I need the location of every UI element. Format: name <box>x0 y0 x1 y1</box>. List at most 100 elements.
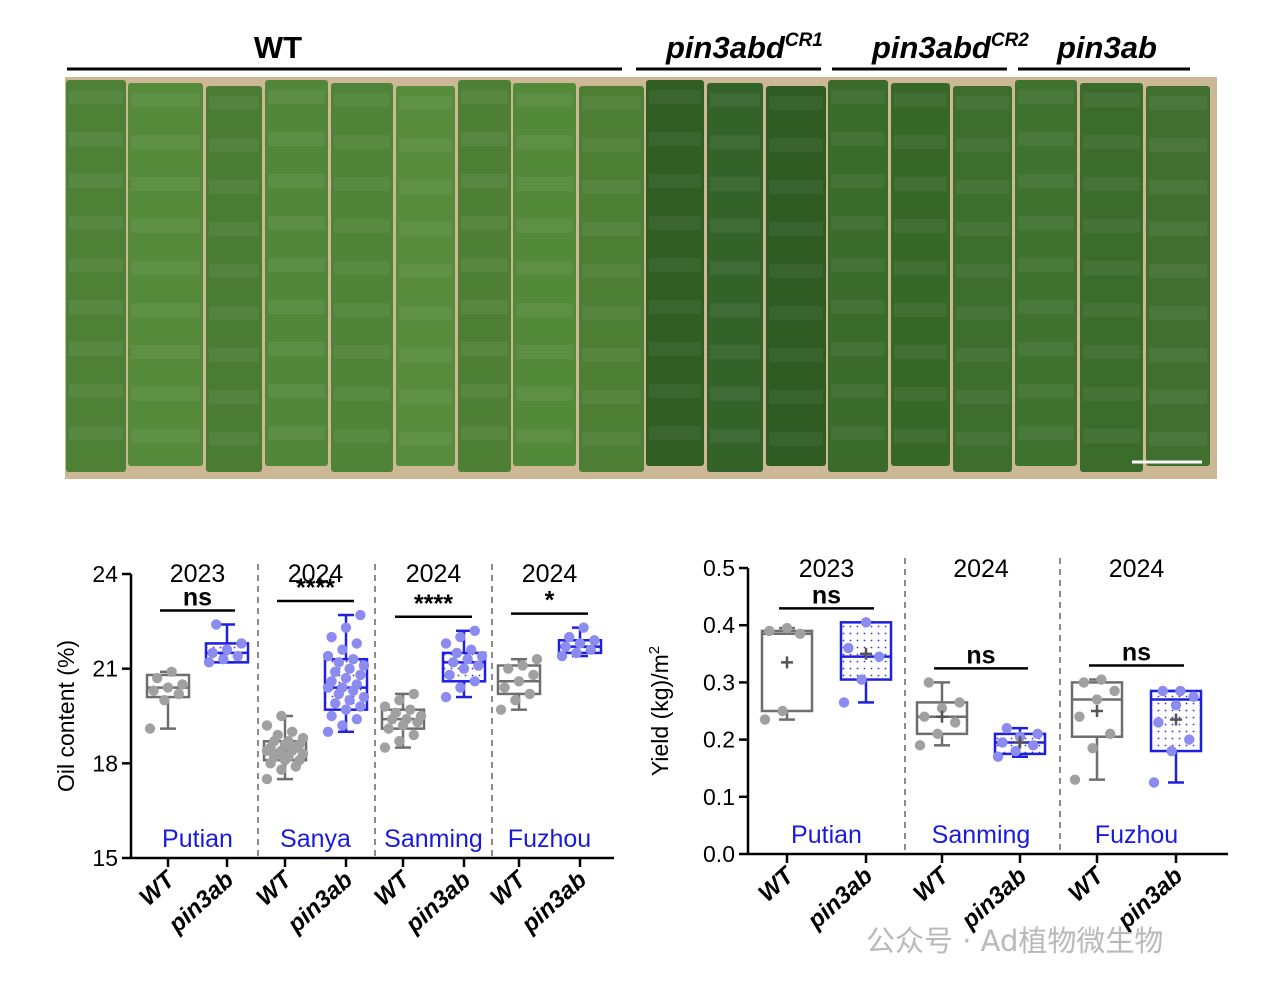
data-point <box>954 697 965 708</box>
field-plot-texture <box>516 345 573 359</box>
field-plot-texture <box>582 264 641 278</box>
data-point <box>348 654 359 665</box>
data-point <box>1157 685 1169 697</box>
field-plot-texture <box>582 432 641 446</box>
field-plot-texture <box>131 261 200 275</box>
data-point <box>1153 717 1164 728</box>
x-tick-label: WT <box>369 865 417 912</box>
data-point <box>564 631 575 643</box>
field-plot-texture <box>69 90 123 104</box>
data-point <box>1188 691 1199 702</box>
data-point <box>344 695 355 706</box>
field-plot <box>396 86 455 466</box>
field-plot <box>1080 83 1143 472</box>
field-plot-texture <box>1149 96 1207 110</box>
field-plot-texture <box>1018 258 1074 272</box>
field-plot-texture <box>399 96 452 110</box>
field-plot-texture <box>69 426 123 440</box>
data-point <box>838 697 850 708</box>
data-point <box>469 625 480 636</box>
field-plot-texture <box>69 174 123 188</box>
field-plot-texture <box>209 222 259 236</box>
data-point <box>261 773 273 785</box>
label-pin3abd-cr2: pin3abdCR2 <box>871 30 1029 65</box>
data-point <box>337 682 348 693</box>
field-plot-texture <box>956 264 1009 278</box>
field-plot-texture <box>516 135 573 149</box>
field-plot-texture <box>461 426 508 440</box>
field-plot-texture <box>334 387 390 401</box>
field-plot <box>707 83 763 472</box>
data-point <box>466 644 477 655</box>
field-plot-texture <box>131 303 200 317</box>
field-plot-texture <box>769 96 823 110</box>
field-plot-texture <box>69 342 123 356</box>
data-point <box>1175 685 1186 697</box>
field-plot-texture <box>461 384 508 398</box>
field-plot-texture <box>710 303 760 317</box>
field-plot-texture <box>1149 222 1207 236</box>
field-plot-texture <box>649 300 701 314</box>
x-tick-label: WT <box>908 861 956 908</box>
field-plot-texture <box>131 219 200 233</box>
data-point <box>843 642 854 654</box>
field-plot-texture <box>831 342 885 356</box>
data-point <box>383 723 394 734</box>
x-tick-label: pin3ab <box>516 866 592 938</box>
data-point <box>276 764 287 775</box>
data-point <box>221 644 233 655</box>
data-point <box>451 647 462 659</box>
field-plot-texture <box>334 345 390 359</box>
data-point <box>1091 694 1103 705</box>
field-plot-texture <box>710 177 760 191</box>
y-tick-label: 0.1 <box>703 784 735 810</box>
data-point <box>469 676 480 687</box>
field-plot-texture <box>831 174 885 188</box>
field-plot-texture <box>1018 426 1074 440</box>
field-plot-texture <box>710 93 760 107</box>
data-point <box>351 679 362 690</box>
field-plot-texture <box>582 180 641 194</box>
data-point <box>932 728 943 740</box>
field-plot-texture <box>516 219 573 233</box>
field-plot-texture <box>769 348 823 362</box>
data-point <box>936 702 948 714</box>
panel-location: Sanya <box>280 825 351 853</box>
field-plot-texture <box>1083 345 1140 359</box>
y-tick-label: 0.3 <box>703 669 735 695</box>
data-point <box>236 638 247 649</box>
field-plot-texture <box>1083 93 1140 107</box>
y-tick-label: 0.4 <box>703 612 735 638</box>
oil-y-label: Oil content (%) <box>53 640 79 792</box>
y-tick-label: 24 <box>92 561 118 587</box>
field-plot-texture <box>461 90 508 104</box>
field-plot-texture <box>956 96 1009 110</box>
field-plot <box>646 80 704 466</box>
field-plot-texture <box>649 174 701 188</box>
data-point <box>923 677 934 688</box>
data-point <box>379 742 391 753</box>
data-point <box>513 676 525 687</box>
data-point <box>560 641 571 652</box>
data-point <box>322 650 334 662</box>
data-point <box>444 669 455 681</box>
field-plot-texture <box>461 174 508 188</box>
data-point <box>997 737 1008 748</box>
field-plot-texture <box>334 429 390 443</box>
field-plot-texture <box>956 390 1009 404</box>
data-point <box>203 657 215 668</box>
field-plot-texture <box>1018 300 1074 314</box>
y-tick-label: 0.5 <box>703 555 735 581</box>
field-plot <box>766 86 826 466</box>
data-point <box>1028 740 1039 751</box>
field-plot-texture <box>1083 177 1140 191</box>
data-point <box>326 631 337 643</box>
field-plot-texture <box>209 138 259 152</box>
data-point <box>448 657 459 668</box>
data-point <box>283 736 294 747</box>
significance-label: ns <box>1122 639 1151 667</box>
data-point <box>344 663 355 674</box>
field-plot-texture <box>69 258 123 272</box>
data-point <box>574 638 586 649</box>
